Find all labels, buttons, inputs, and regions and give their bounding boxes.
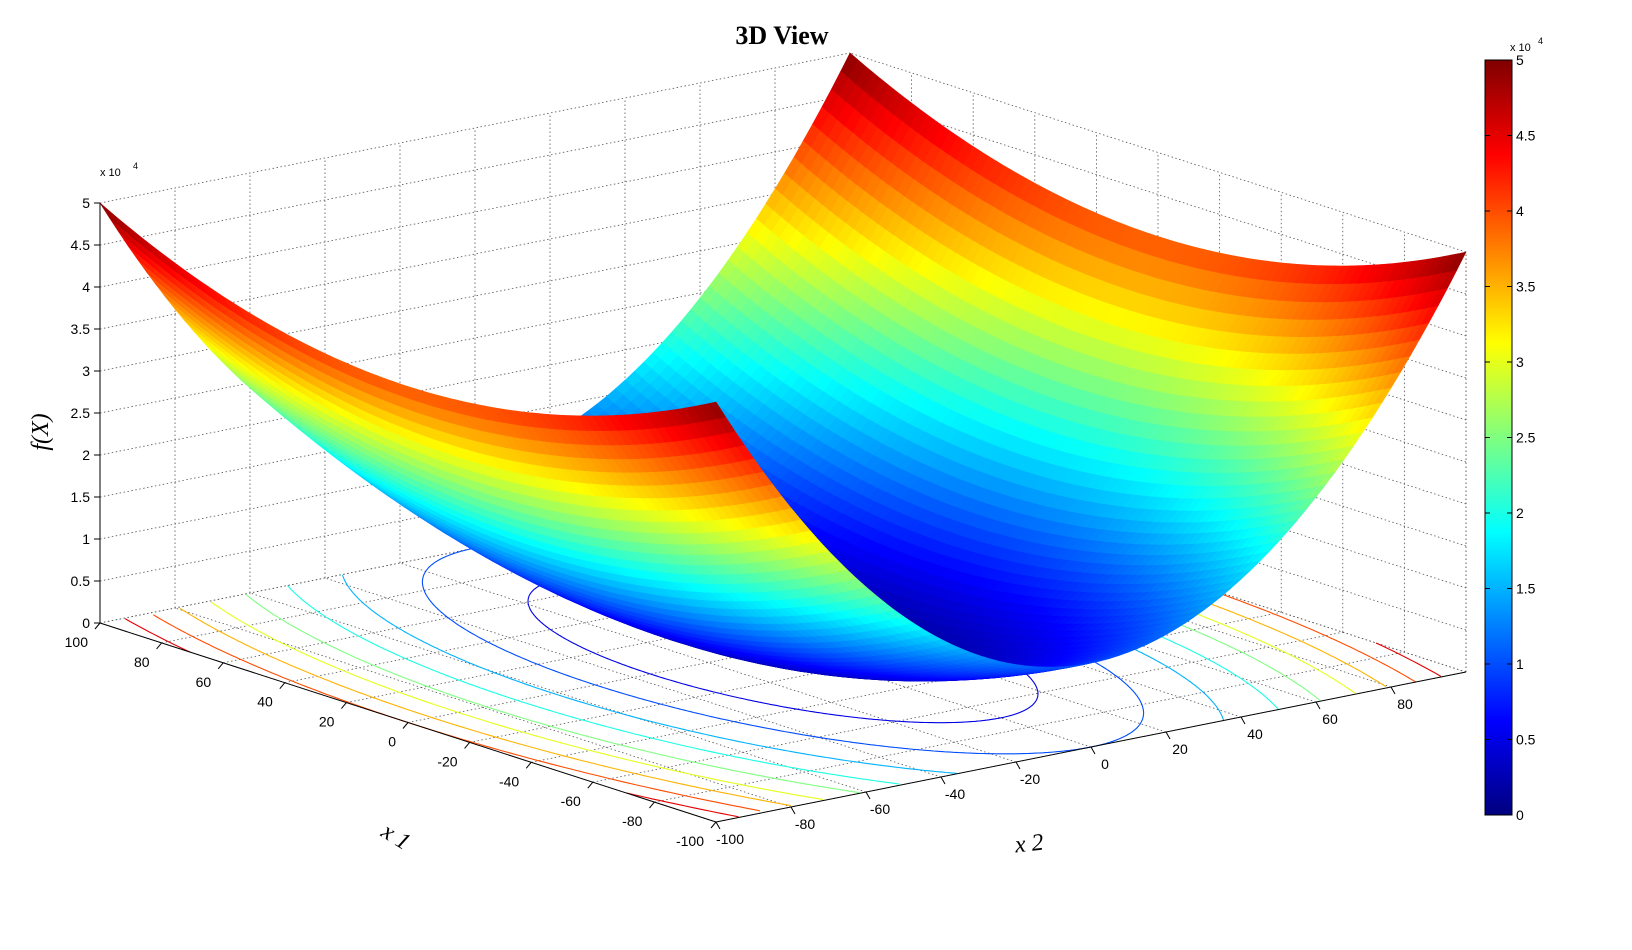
surface-mesh [100,53,1466,681]
contour-line [1376,643,1441,676]
grid-line [100,53,850,203]
surface-patch [100,203,117,224]
